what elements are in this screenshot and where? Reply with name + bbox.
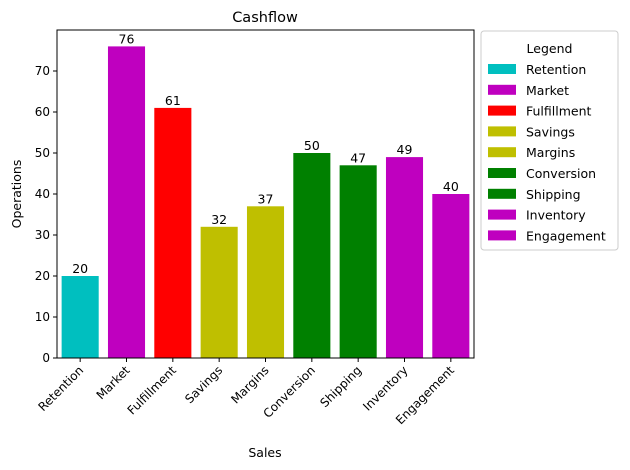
legend-label: Savings: [526, 124, 575, 139]
y-tick-label: 50: [35, 146, 50, 160]
legend-swatch: [488, 168, 516, 178]
data-label-shipping: 47: [350, 150, 366, 165]
x-axis-label: Sales: [248, 445, 281, 460]
bar-conversion: [293, 153, 331, 358]
y-tick-label: 20: [35, 269, 50, 283]
y-tick-label: 70: [35, 64, 50, 78]
data-label-fulfillment: 61: [165, 93, 181, 108]
bar-margins: [246, 206, 285, 358]
data-label-market: 76: [119, 31, 135, 46]
legend-label: Conversion: [526, 166, 596, 181]
legend: Legend Retention Market Fulfillment Savings M…: [480, 30, 619, 251]
legend-swatch: [488, 64, 516, 74]
legend-swatch: [488, 105, 516, 116]
bar-fulfillment: [154, 107, 192, 359]
x-tick-label: Margins: [228, 363, 271, 406]
legend-title: Legend: [527, 41, 573, 56]
legend-swatch: [488, 230, 516, 241]
legend-swatch: [488, 188, 516, 199]
y-tick-label: 0: [42, 351, 50, 365]
bar-shipping: [339, 165, 377, 358]
x-tick-label: Retention: [35, 363, 86, 414]
legend-label: Inventory: [526, 208, 586, 223]
data-label-conversion: 50: [304, 138, 320, 153]
bar-savings: [200, 226, 238, 358]
bar-inventory: [385, 157, 424, 358]
data-label-engagement: 40: [443, 179, 459, 194]
x-tick-label: Shipping: [317, 363, 364, 410]
x-tick-label: Market: [94, 363, 133, 402]
y-tick-label: 40: [35, 187, 50, 201]
bar-market: [107, 46, 146, 359]
bar-retention: [61, 276, 99, 358]
legend-swatch: [488, 84, 516, 95]
y-axis-label: Operations: [9, 160, 24, 229]
legend-label: Shipping: [526, 187, 581, 202]
plot-frame: [56, 29, 475, 359]
x-tick-label: Fulfillment: [125, 363, 180, 418]
legend-label: Fulfillment: [526, 104, 592, 119]
plot-area: 20 Retention 76 Market 61 Fulfillment 32 Saving…: [35, 29, 475, 427]
legend-label: Market: [526, 83, 569, 98]
y-tick-label: 10: [35, 310, 50, 324]
y-tick-label: 60: [35, 105, 50, 119]
legend-swatch: [488, 209, 516, 220]
chart-title: Cashflow: [232, 10, 298, 26]
data-label-inventory: 49: [397, 142, 413, 157]
data-label-margins: 37: [258, 191, 274, 206]
data-label-retention: 20: [72, 261, 88, 276]
x-tick-label: Savings: [182, 363, 225, 406]
legend-label: Retention: [526, 62, 586, 77]
data-label-savings: 32: [211, 212, 227, 227]
legend-label: Engagement: [526, 228, 606, 243]
legend-label: Margins: [526, 145, 575, 160]
bar-engagement: [432, 194, 470, 358]
legend-swatch: [488, 147, 516, 158]
y-tick-label: 30: [35, 228, 50, 242]
legend-swatch: [488, 126, 516, 137]
